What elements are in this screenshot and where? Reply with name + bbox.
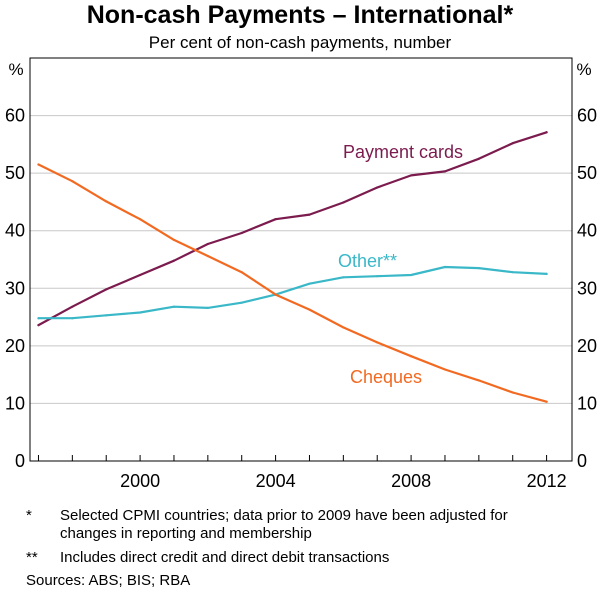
y-tick-right-50: 50	[577, 163, 597, 183]
y-tick-right-20: 20	[577, 336, 597, 356]
point-other-2001	[172, 305, 176, 308]
series-line-cheques	[37, 163, 548, 403]
point-payment-cards-1998	[71, 305, 74, 308]
point-payment-cards-2005	[308, 213, 311, 216]
point-cheques-2008	[409, 355, 413, 358]
point-cheques-2011	[511, 391, 514, 394]
series-label-other: Other**	[338, 251, 397, 271]
point-payment-cards-2003	[240, 231, 243, 235]
y-tick-left-30: 30	[5, 278, 25, 298]
point-payment-cards-1997	[37, 324, 40, 327]
point-payment-cards-2006	[342, 201, 345, 204]
series-label-cheques: Cheques	[350, 367, 422, 387]
point-cheques-2003	[240, 271, 243, 274]
x-tick-label-2012: 2012	[527, 471, 567, 491]
point-cheques-2002	[206, 254, 209, 258]
left-axis-unit: %	[8, 60, 23, 79]
point-cheques-1999	[105, 200, 108, 203]
series-lines	[37, 131, 548, 403]
point-payment-cards-2012	[545, 131, 548, 134]
point-payment-cards-2009	[443, 170, 447, 173]
y-tick-right-40: 40	[577, 221, 597, 241]
point-other-2009	[443, 265, 447, 269]
x-axis-labels: 2000 2004 2008 2012	[120, 471, 567, 491]
point-payment-cards-2008	[409, 174, 413, 177]
point-other-2006	[342, 276, 345, 279]
footnote-1-line-2: changes in reporting and membership	[60, 525, 312, 542]
y-tick-left-50: 50	[5, 163, 25, 183]
point-payment-cards-2007	[376, 186, 379, 189]
y-tick-left-10: 10	[5, 393, 25, 413]
footnote-1-marker: *	[26, 507, 32, 524]
point-other-2008	[409, 273, 413, 277]
y-tick-left-40: 40	[5, 221, 25, 241]
point-other-2007	[376, 275, 379, 278]
point-other-2005	[308, 282, 311, 285]
point-other-2000	[138, 311, 142, 314]
point-other-2011	[511, 271, 514, 274]
point-other-2003	[240, 301, 243, 304]
point-payment-cards-2000	[138, 273, 142, 277]
right-axis-unit: %	[576, 60, 591, 79]
footnote-2-marker: **	[26, 549, 38, 566]
point-cheques-2001	[172, 238, 176, 242]
chart-title: Non-cash Payments – International*	[87, 1, 514, 29]
point-cheques-2007	[376, 341, 379, 344]
series-line-payment-cards	[37, 131, 548, 327]
x-axis-ticks	[37, 455, 548, 461]
x-tick-label-2000: 2000	[120, 471, 160, 491]
y-tick-left-0: 0	[15, 451, 25, 471]
series-label-payment-cards: Payment cards	[343, 142, 463, 162]
y-tick-left-60: 60	[5, 106, 25, 126]
point-cheques-2012	[545, 400, 548, 403]
point-cheques-1997	[37, 163, 40, 166]
point-other-2010	[477, 267, 480, 270]
point-other-2002	[206, 306, 209, 309]
point-payment-cards-2011	[511, 142, 514, 145]
x-tick-label-2004: 2004	[256, 471, 296, 491]
point-payment-cards-2004	[274, 218, 277, 221]
point-other-1997	[37, 317, 40, 320]
y-tick-right-30: 30	[577, 278, 597, 298]
gridlines	[30, 115, 572, 404]
point-cheques-1998	[71, 180, 74, 183]
x-tick-label-2008: 2008	[391, 471, 431, 491]
point-cheques-2009	[443, 368, 447, 371]
point-other-2012	[545, 272, 548, 275]
point-cheques-2000	[138, 218, 142, 221]
chart-subtitle: Per cent of non-cash payments, number	[149, 33, 452, 52]
point-cheques-2004	[274, 293, 277, 296]
plot-frame	[29, 57, 573, 462]
point-payment-cards-1999	[105, 288, 108, 291]
sources: Sources: ABS; BIS; RBA	[26, 572, 190, 589]
y-tick-right-0: 0	[577, 451, 587, 471]
point-payment-cards-2010	[477, 157, 480, 160]
point-cheques-2005	[308, 308, 311, 311]
y-tick-right-60: 60	[577, 106, 597, 126]
point-cheques-2006	[342, 326, 345, 329]
point-other-1998	[71, 317, 74, 320]
y-tick-left-20: 20	[5, 336, 25, 356]
point-payment-cards-2002	[206, 242, 209, 246]
point-other-1999	[105, 314, 108, 317]
series-line-other	[37, 265, 548, 320]
y-tick-right-10: 10	[577, 393, 597, 413]
footnote-1-line-1: Selected CPMI countries; data prior to 2…	[60, 507, 508, 524]
footnote-2-line-1: Includes direct credit and direct debit …	[60, 549, 389, 566]
y-axis-labels: 0 0 10 10 20 20 30 30 40 40 50 50 60 60	[5, 106, 597, 471]
point-payment-cards-2001	[172, 259, 176, 262]
point-cheques-2010	[477, 379, 480, 382]
